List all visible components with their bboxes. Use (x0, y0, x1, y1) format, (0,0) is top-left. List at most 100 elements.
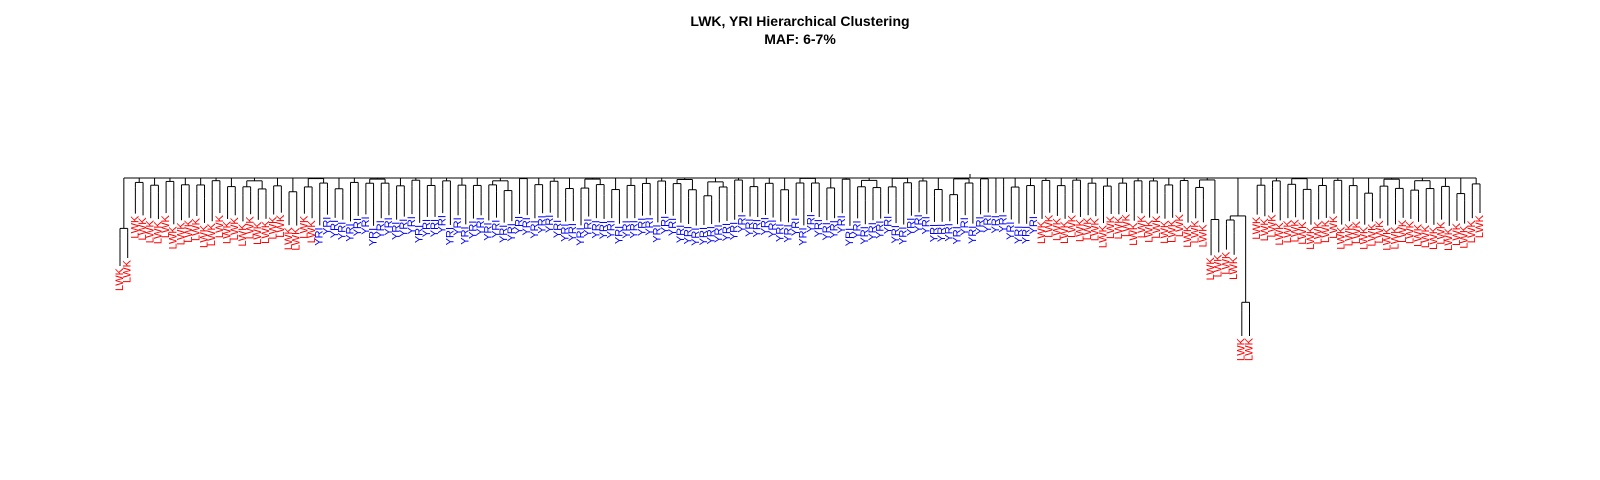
leaf-label: LWK (1174, 213, 1186, 237)
leaf-label: LWK (1082, 217, 1094, 241)
leaf-label: YRI (398, 219, 410, 237)
leaf-label: LWK (1305, 226, 1317, 250)
leaf-label: YRI (698, 227, 710, 245)
leaf-label: LWK (1359, 226, 1371, 250)
leaf-label: YRI (836, 215, 848, 233)
leaf-label: LWK (1236, 337, 1248, 361)
leaf-label: YRI (360, 216, 372, 234)
leaf-label: LWK (1443, 227, 1455, 251)
leaf-label: LWK (1320, 219, 1332, 243)
leaf-label: YRI (813, 219, 825, 237)
leaf-label: LWK (1474, 214, 1486, 238)
leaf-label: YRI (706, 226, 718, 244)
leaf-label: YRI (552, 220, 564, 238)
leaf-label: LWK (175, 222, 187, 246)
leaf-label: YRI (767, 220, 779, 238)
leaf-label: LWK (260, 220, 272, 244)
leaf-label: LWK (1451, 222, 1463, 246)
leaf-label: YRI (544, 215, 556, 233)
leaf-label: LWK (1374, 220, 1386, 244)
leaf-label: LWK (152, 220, 164, 244)
leaf-label: YRI (406, 216, 418, 234)
leaf-label: YRI (321, 217, 333, 235)
leaf-label: YRI (721, 223, 733, 241)
leaf-label: YRI (675, 225, 687, 243)
leaf-label: YRI (337, 222, 349, 240)
leaf-label: YRI (775, 224, 787, 242)
leaf-label: LWK (1036, 220, 1048, 244)
leaf-label: YRI (782, 224, 794, 242)
leaf-label: LWK (1351, 220, 1363, 244)
leaf-label: LWK (1105, 215, 1117, 239)
leaf-label: LWK (1159, 220, 1171, 244)
leaf-label: LWK (1144, 219, 1156, 243)
leaf-label: LWK (1067, 214, 1079, 238)
leaf-label: LWK (1343, 223, 1355, 247)
leaf-label: YRI (682, 226, 694, 244)
leaf-label: YRI (744, 219, 756, 237)
leaf-label: LWK (237, 223, 249, 247)
leaf-label: YRI (467, 221, 479, 239)
leaf-label: YRI (944, 223, 956, 241)
leaf-label: YRI (483, 222, 495, 240)
leaf-label: YRI (475, 217, 487, 235)
leaf-label: YRI (998, 214, 1010, 232)
chart-title: LWK, YRI Hierarchical Clustering (690, 13, 910, 29)
leaf-label: LWK (1182, 224, 1194, 248)
leaf-label: YRI (1021, 226, 1033, 244)
leaf-label: YRI (414, 225, 426, 243)
leaf-label: YRI (1028, 216, 1040, 234)
leaf-label: LWK (137, 217, 149, 241)
leaf-label: LWK (1366, 223, 1378, 247)
leaf-label: LWK (1251, 216, 1263, 240)
leaf-label: LWK (1274, 222, 1286, 246)
leaf-label: LWK (221, 220, 233, 244)
leaf-label: YRI (828, 220, 840, 238)
leaf-label: YRI (375, 220, 387, 238)
leaf-label: LWK (1420, 224, 1432, 248)
leaf-label: LWK (160, 214, 172, 238)
leaf-label: YRI (367, 228, 379, 246)
leaf-label: LWK (1336, 226, 1348, 250)
leaf-label: YRI (882, 216, 894, 234)
leaf-label: YRI (391, 222, 403, 240)
leaf-label: YRI (421, 219, 433, 237)
leaf-label: LWK (275, 214, 287, 238)
leaf-label: YRI (859, 226, 871, 244)
leaf-label: YRI (567, 223, 579, 241)
leaf-label: LWK (1097, 224, 1109, 248)
leaf-label: LWK (198, 224, 210, 248)
leaf-label: YRI (560, 224, 572, 242)
leaf-label: LWK (1459, 225, 1471, 249)
leaf-label: YRI (713, 224, 725, 242)
leaf-label: YRI (821, 222, 833, 240)
leaf-label: YRI (921, 216, 933, 234)
leaf-label: YRI (636, 218, 648, 236)
leaf-label: YRI (383, 217, 395, 235)
leaf-label: LWK (1397, 219, 1409, 243)
leaf-label: LWK (1389, 226, 1401, 250)
leaf-label: LWK (1167, 219, 1179, 243)
leaf-label: YRI (1013, 226, 1025, 244)
leaf-label: LWK (1328, 215, 1340, 239)
leaf-label: YRI (790, 218, 802, 236)
leaf-label: LWK (1051, 217, 1063, 241)
leaf-label: YRI (990, 215, 1002, 233)
leaf-label: LWK (214, 214, 226, 238)
leaf-label: LWK (114, 267, 126, 291)
leaf-label: YRI (667, 218, 679, 236)
leaf-label: LWK (1266, 214, 1278, 238)
leaf-label: YRI (452, 217, 464, 235)
leaf-label: LWK (1128, 222, 1140, 246)
leaf-label: YRI (437, 215, 449, 233)
leaf-label: YRI (982, 215, 994, 233)
leaf-label: LWK (1059, 220, 1071, 244)
leaf-label: YRI (652, 224, 664, 242)
leaf-label: LWK (206, 223, 218, 247)
leaf-label: YRI (867, 222, 879, 240)
leaf-label: LWK (1074, 218, 1086, 242)
leaf-label: LWK (145, 220, 157, 244)
leaf-label: LWK (1190, 220, 1202, 244)
leaf-label: LWK (1044, 214, 1056, 238)
